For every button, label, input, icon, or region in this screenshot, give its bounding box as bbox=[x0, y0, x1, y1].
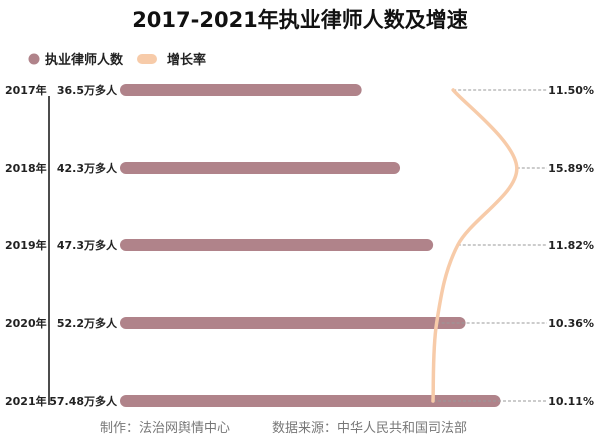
bar-value-label: 42.3万多人 bbox=[57, 161, 118, 175]
rate-value-label: 15.89% bbox=[548, 162, 594, 175]
legend-label-line: 增长率 bbox=[167, 52, 206, 68]
category-label: 2019年 bbox=[5, 238, 47, 252]
category-label: 2020年 bbox=[5, 316, 47, 330]
growth-rate-line bbox=[431, 88, 519, 403]
category-label: 2018年 bbox=[5, 161, 47, 175]
rate-value-label: 11.50% bbox=[548, 84, 594, 97]
bar bbox=[120, 84, 362, 96]
category-label: 2021年 bbox=[5, 394, 47, 408]
footer-maker: 制作：法治网舆情中心 bbox=[100, 421, 230, 436]
legend: 执业律师人数 增长率 bbox=[28, 52, 206, 68]
chart-title: 2017-2021年执业律师人数及增速 bbox=[132, 8, 468, 32]
bar bbox=[120, 162, 401, 174]
legend-marker-bar bbox=[28, 53, 40, 65]
legend-marker-line bbox=[137, 54, 157, 64]
bar-value-label: 47.3万多人 bbox=[57, 238, 118, 252]
category-label: 2017年 bbox=[5, 83, 47, 97]
bar-value-label: 36.5万多人 bbox=[57, 83, 118, 97]
footer-source: 数据来源：中华人民共和国司法部 bbox=[272, 421, 467, 436]
rate-value-label: 11.82% bbox=[548, 239, 594, 252]
bar bbox=[120, 395, 501, 407]
bar bbox=[120, 239, 434, 251]
rate-value-label: 10.36% bbox=[548, 317, 594, 330]
bar-value-label: 57.48万多人 bbox=[49, 394, 118, 408]
bar-value-label: 52.2万多人 bbox=[57, 316, 118, 330]
legend-label-bar: 执业律师人数 bbox=[45, 52, 124, 68]
bar bbox=[120, 317, 466, 329]
rate-value-label: 10.11% bbox=[548, 395, 594, 408]
